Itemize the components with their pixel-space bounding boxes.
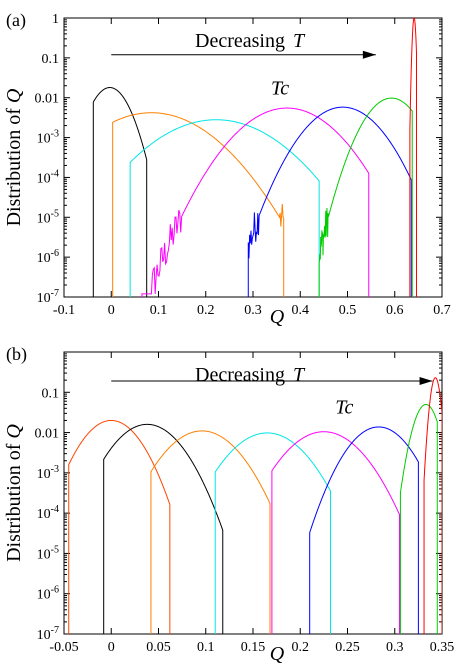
series-line-6 <box>309 426 419 634</box>
series-line-1 <box>92 87 148 297</box>
plot-frame <box>63 17 443 298</box>
series-line-6 <box>318 97 413 297</box>
series-line-4 <box>214 432 331 634</box>
arrow-head <box>362 50 376 59</box>
plot-frame <box>63 351 443 635</box>
series-group <box>68 377 442 634</box>
arrow-head <box>419 377 433 386</box>
tc-label: Tc <box>271 78 289 100</box>
panel-label: (a) <box>6 10 26 31</box>
y-tick-label: 0.01 <box>35 427 60 442</box>
x-tick-label: 0 <box>108 640 115 655</box>
annotation-text: Decreasing T <box>195 30 306 52</box>
x-axis-label: Q <box>270 643 285 665</box>
x-tick-label: 0.4 <box>292 303 310 318</box>
tc-label: Tc <box>335 396 353 418</box>
x-tick-label: 0.7 <box>433 303 451 318</box>
y-tick-label: 0.01 <box>35 92 60 107</box>
series-line-3 <box>150 430 271 634</box>
x-tick-label: 0.35 <box>430 640 455 655</box>
series-line-2 <box>103 423 224 634</box>
x-tick-label: 0.2 <box>197 303 215 318</box>
y-tick-label: 1 <box>52 12 59 27</box>
x-tick-label: 0.3 <box>386 640 404 655</box>
chart-panel-1: -0.1 0 0.1 0.2 0.3 0.4 0.5 0.6 0.710-710-610-510… <box>3 10 451 328</box>
x-tick-label: -0.1 <box>53 303 75 318</box>
x-tick-label: 0.15 <box>241 640 266 655</box>
x-tick-label: -0.05 <box>49 640 78 655</box>
y-tick-label: 10-6 <box>37 248 59 266</box>
series-line-2 <box>112 112 285 297</box>
chart-panel-2: -0.05 0 0.05 0.1 0.15 0.2 0.25 0.3 0.35 10-7 10-6 1… <box>3 344 454 665</box>
series-group <box>92 18 417 297</box>
panel-label: (b) <box>6 344 27 365</box>
series-line-8 <box>423 377 442 634</box>
series-line-1 <box>68 419 171 634</box>
x-tick-label: 0.2 <box>292 640 310 655</box>
y-axis-label: Distribution of Q <box>3 424 25 562</box>
y-tick-label: 10-4 <box>37 504 59 522</box>
x-tick-label: 0 <box>108 303 115 318</box>
y-tick-label: 10-3 <box>37 129 59 147</box>
x-tick-label: 0.05 <box>146 640 171 655</box>
x-axis-label: Q <box>270 306 285 328</box>
series-line-3 <box>129 119 320 297</box>
y-tick-label: 10-5 <box>37 544 59 562</box>
x-tick-label: 0.6 <box>386 303 404 318</box>
series-line-7 <box>409 18 417 297</box>
y-tick-label: 10-3 <box>37 464 59 482</box>
x-tick-label: 0.5 <box>339 303 357 318</box>
y-tick-label: 10-5 <box>37 208 59 226</box>
x-tick-label: 0.25 <box>335 640 360 655</box>
y-axis-label: Distribution of Q <box>3 88 25 226</box>
x-tick-label: 0.3 <box>244 303 262 318</box>
y-tick-label: 10-6 <box>37 585 59 603</box>
series-line-7 <box>399 403 438 634</box>
y-tick-label: 10-7 <box>37 288 59 306</box>
y-tick-label: 10-4 <box>37 168 59 186</box>
series-line-4 <box>141 107 370 297</box>
x-tick-label: 0.1 <box>150 303 168 318</box>
y-tick-label: 0.1 <box>42 52 60 67</box>
series-line-5 <box>271 431 400 634</box>
series-line-5 <box>247 106 412 297</box>
x-tick-label: 0.1 <box>197 640 215 655</box>
y-tick-label: 0.1 <box>42 386 60 401</box>
annotation-text: Decreasing T <box>195 364 306 386</box>
y-tick-label: 10-7 <box>37 625 59 643</box>
